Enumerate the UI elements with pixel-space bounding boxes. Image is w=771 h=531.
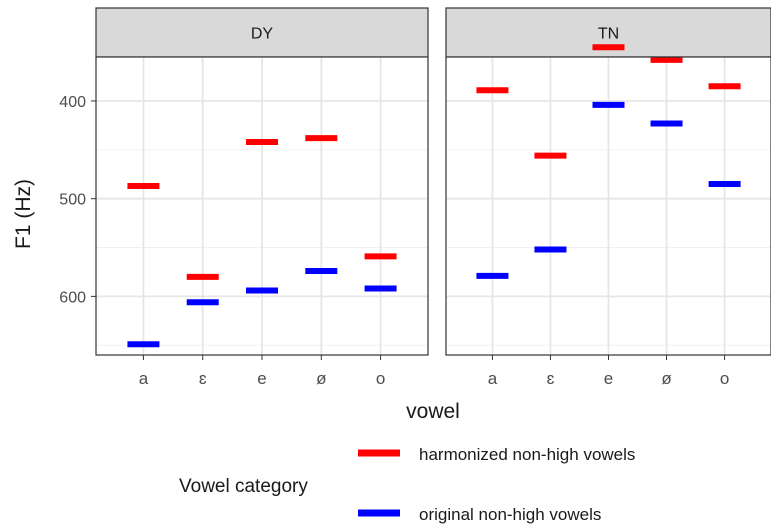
y-tick-label: 600 [59, 289, 86, 306]
x-tick-label: o [720, 369, 729, 388]
legend-title: Vowel category [179, 476, 308, 497]
x-tick-label: o [376, 369, 385, 388]
legend-label-harmonized: harmonized non-high vowels [419, 445, 635, 464]
facet-label: TN [598, 26, 619, 43]
x-tick-label: ø [661, 369, 671, 388]
x-axis-title: vowel [406, 400, 460, 423]
x-tick-label: e [604, 369, 613, 388]
y-tick-label: 400 [59, 94, 86, 111]
y-axis: 400 500 600 [59, 94, 96, 306]
panel-tn: TN a ɛ e ø o [445, 7, 771, 388]
y-axis-title: F1 (Hz) [12, 179, 35, 249]
x-tick-label: ɛ [547, 369, 555, 388]
facet-strip [95, 7, 429, 58]
x-tick-label: ɛ [199, 369, 207, 388]
x-tick-label: a [139, 369, 149, 388]
panel-dy: DY a ɛ e ø o [95, 7, 429, 388]
panels: DY a ɛ e ø o TN a ɛ e ø o [95, 7, 771, 388]
facet-label: DY [251, 26, 274, 43]
legend: Vowel category harmonized non-high vowel… [179, 445, 635, 524]
x-tick-label: a [488, 369, 498, 388]
x-tick-label: ø [316, 369, 326, 388]
legend-label-original: original non-high vowels [419, 505, 601, 524]
y-tick-label: 500 [59, 192, 86, 209]
x-tick-label: e [257, 369, 266, 388]
